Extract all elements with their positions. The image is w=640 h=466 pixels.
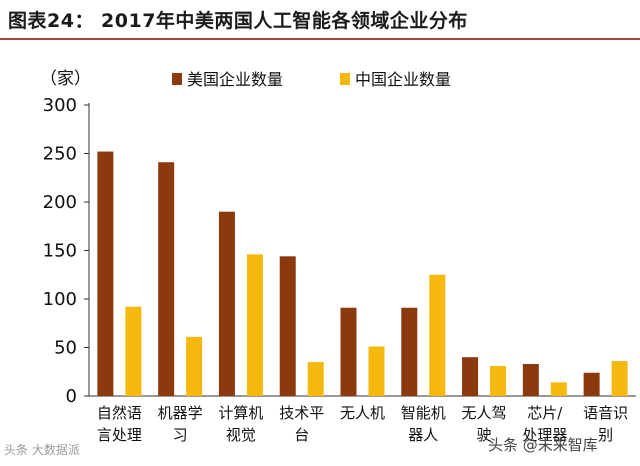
category-label: 别 bbox=[598, 426, 613, 444]
y-axis: 0 50 100 150 200 250 300 bbox=[43, 95, 636, 407]
figure-header: 图表24： 2017年中美两国人工智能各领域企业分布 bbox=[0, 0, 640, 40]
bar-us bbox=[462, 357, 479, 396]
category-label: 语音识 bbox=[583, 404, 628, 422]
y-tick-label: 50 bbox=[54, 338, 77, 359]
y-tick-label: 0 bbox=[66, 386, 77, 407]
figure-title: 图表24： 2017年中美两国人工智能各领域企业分布 bbox=[8, 10, 468, 32]
category-label: 器人 bbox=[408, 426, 438, 444]
category-label: 视觉 bbox=[226, 426, 256, 444]
y-unit-label: （家） bbox=[40, 69, 91, 89]
category-label: 芯片/ bbox=[527, 404, 563, 422]
legend: 美国企业数量 中国企业数量 bbox=[172, 70, 451, 89]
watermark-right: 头条 @未来智库 bbox=[488, 436, 598, 454]
bar-chart: （家） 美国企业数量 中国企业数量 0 50 100 150 200 250 300 自然语言… bbox=[4, 69, 636, 457]
legend-label-cn: 中国企业数量 bbox=[355, 70, 451, 89]
legend-swatch-cn bbox=[340, 73, 350, 85]
category-label: 无人驾 bbox=[462, 404, 507, 422]
category-label: 技术平 bbox=[279, 404, 324, 422]
legend-swatch-us bbox=[172, 73, 182, 85]
category-label: 驶 bbox=[477, 426, 492, 444]
category-label: 台 bbox=[294, 426, 309, 444]
bar-cn bbox=[368, 346, 385, 396]
title-divider bbox=[0, 38, 640, 40]
bar-us bbox=[401, 307, 418, 396]
category-label: 习 bbox=[173, 426, 188, 444]
category-label: 自然语 bbox=[97, 404, 142, 422]
category-label: 计算机 bbox=[218, 404, 263, 422]
bar-us bbox=[522, 363, 539, 396]
category-label: 言处理 bbox=[97, 426, 142, 444]
bar-cn bbox=[307, 362, 324, 396]
bar-us bbox=[340, 307, 357, 396]
category-label: 处理器 bbox=[522, 426, 567, 444]
y-tick-label: 150 bbox=[43, 241, 77, 262]
bar-us bbox=[279, 256, 296, 396]
category-label: 机器学 bbox=[158, 404, 203, 422]
bar-cn bbox=[490, 365, 507, 396]
y-tick-label: 250 bbox=[43, 144, 77, 165]
watermark-left: 头条 大数据派 bbox=[4, 442, 80, 457]
bar-us bbox=[158, 162, 175, 396]
bar-us bbox=[97, 151, 114, 396]
bar-cn bbox=[186, 336, 203, 396]
bar-cn bbox=[125, 306, 142, 396]
bar-cn bbox=[246, 254, 263, 396]
bar-us bbox=[218, 211, 235, 396]
bars-group bbox=[97, 151, 628, 396]
y-tick-label: 200 bbox=[43, 192, 77, 213]
category-label: 无人机 bbox=[340, 404, 385, 422]
bar-cn bbox=[550, 382, 567, 396]
bar-cn bbox=[611, 361, 628, 396]
legend-label-us: 美国企业数量 bbox=[187, 70, 283, 89]
y-tick-label: 100 bbox=[43, 289, 77, 310]
category-label: 智能机 bbox=[401, 404, 446, 422]
y-tick-label: 300 bbox=[43, 95, 77, 116]
bar-us bbox=[583, 372, 600, 396]
bar-cn bbox=[429, 274, 446, 396]
